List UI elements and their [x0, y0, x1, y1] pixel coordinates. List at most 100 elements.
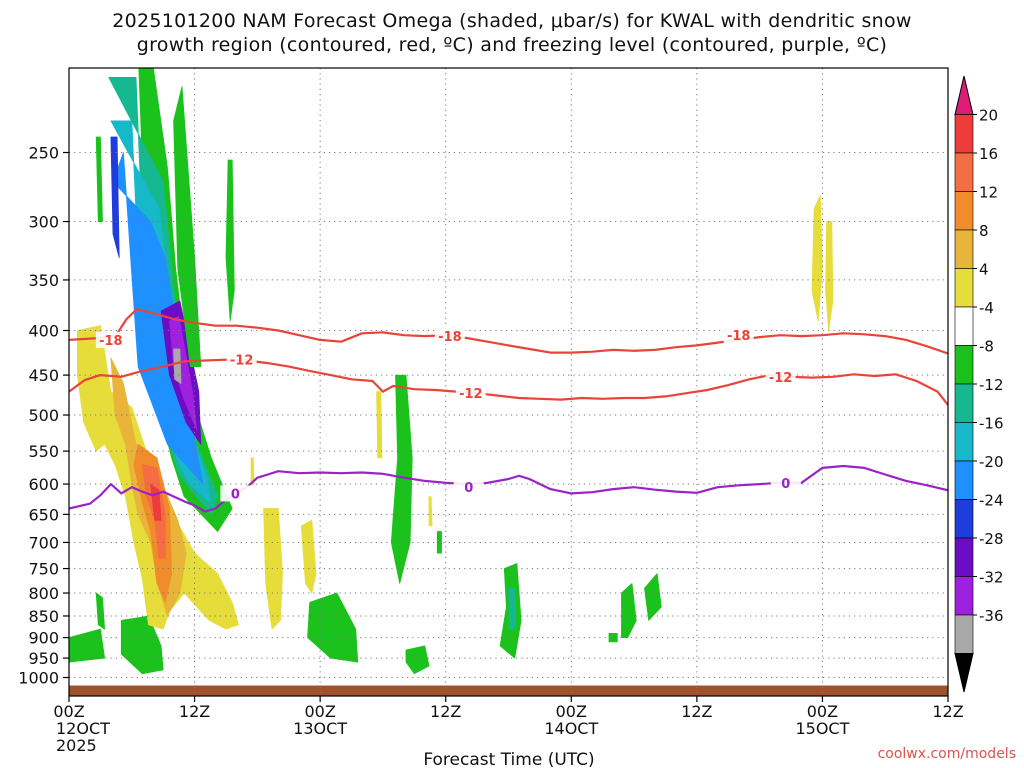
y-tick-label: 950	[28, 649, 59, 668]
omega-shaded-area	[428, 496, 433, 527]
contour-line	[69, 308, 948, 355]
x-tick-label: 12OCT	[56, 719, 110, 738]
colorbar-bin	[954, 460, 974, 500]
y-tick-label: 750	[28, 560, 59, 579]
colorbar-label: -36	[979, 607, 1004, 625]
x-tick-label: 12Z	[932, 702, 963, 721]
omega-shaded-area	[300, 519, 317, 594]
omega-shaded-area	[307, 592, 359, 663]
x-tick-label: 13OCT	[293, 719, 347, 738]
y-tick-label: 900	[28, 629, 59, 648]
chart-title-line-1: 2025101200 NAM Forecast Omega (shaded, μ…	[112, 10, 912, 32]
colorbar-label: -28	[979, 530, 1004, 548]
omega-shaded-area	[644, 573, 662, 621]
contour-label-background	[220, 485, 251, 502]
omega-shaded-area	[405, 645, 430, 675]
colorbar-bin	[954, 345, 974, 385]
omega-shaded-area	[95, 136, 103, 223]
colorbar-label: 8	[979, 222, 989, 240]
omega-shaded-area	[110, 136, 120, 259]
contour-label-background	[770, 474, 801, 491]
colorbar-bin	[954, 191, 974, 231]
colorbar-label: -16	[979, 415, 1004, 433]
colorbar-bin	[954, 499, 974, 539]
x-tick-label: 14OCT	[544, 719, 598, 738]
omega-shaded-area	[173, 86, 202, 368]
contour-label-background	[765, 368, 796, 385]
omega-shaded-area	[811, 194, 823, 322]
x-tick-label: 00Z	[304, 702, 335, 721]
contour-label: -12	[230, 354, 254, 369]
colorbar: 20 16 12 8 4 -4 -8 -12 -16 -20 -24 -28 -32 -36	[954, 75, 1004, 693]
colorbar-label: -4	[979, 299, 994, 317]
colorbar-label: 4	[979, 261, 989, 279]
colorbar-label: -24	[979, 492, 1004, 510]
colorbar-bin	[954, 383, 974, 423]
y-tick-label: 550	[28, 442, 59, 461]
y-tick-label: 250	[28, 144, 59, 163]
contour-layer: -18 -18 -18 -12 -12 -12 0 0 0	[69, 308, 948, 513]
x-axis-label: Forecast Time (UTC)	[423, 750, 594, 768]
y-tick-label: 650	[28, 505, 59, 524]
plot-frame	[68, 67, 949, 697]
colorbar-bin	[954, 576, 974, 616]
contour-label: 0	[781, 477, 790, 492]
x-tick-label: 2025	[56, 736, 97, 755]
omega-shaded-area	[376, 391, 383, 459]
colorbar-bin	[954, 422, 974, 462]
omega-shaded-area	[436, 531, 442, 554]
omega-shaded-area	[173, 348, 182, 384]
colorbar-bin	[954, 229, 974, 269]
terrain-layer	[69, 685, 948, 696]
colorbar-arrow-bottom	[954, 653, 974, 693]
y-tick-label: 500	[28, 406, 59, 425]
y-tick-label: 700	[28, 533, 59, 552]
x-tick-label: 00Z	[556, 702, 587, 721]
colorbar-label: -8	[979, 338, 994, 356]
colorbar-arrow-top	[954, 75, 974, 115]
contour-label-background	[434, 328, 465, 345]
contour-label: -12	[769, 371, 793, 386]
colorbar-bin	[954, 537, 974, 577]
omega-shaded-area	[508, 587, 517, 630]
colorbar-label: 12	[979, 184, 998, 202]
contour-label-background	[95, 331, 126, 348]
x-tick-label: 12Z	[430, 702, 461, 721]
omega-shaded-area	[225, 159, 235, 322]
x-tick-label: 00Z	[53, 702, 84, 721]
colorbar-bin	[954, 152, 974, 192]
omega-shaded-area	[133, 443, 173, 603]
contour-line	[69, 464, 948, 513]
omega-shaded-area	[825, 221, 834, 331]
y-tick-label: 350	[28, 271, 59, 290]
omega-shaded-area	[95, 592, 105, 630]
contour-label-background	[453, 479, 484, 496]
x-tick-label: 00Z	[807, 702, 838, 721]
omega-shaded-area	[263, 508, 283, 630]
colorbar-bin	[954, 268, 974, 308]
x-tick-label: 12Z	[179, 702, 210, 721]
terrain-band	[69, 685, 948, 696]
colorbar-label: 16	[979, 145, 998, 163]
y-axis: 250 300 350 400 450 500 550 600 650 700 750 800 850 9…	[18, 144, 69, 688]
y-tick-label: 300	[28, 213, 59, 232]
colorbar-label: -20	[979, 453, 1004, 471]
y-tick-label: 600	[28, 475, 59, 494]
colorbar-label: -12	[979, 376, 1004, 394]
contour-label: 0	[464, 481, 473, 496]
contour-label: -18	[438, 330, 462, 345]
colorbar-bin	[954, 614, 974, 654]
omega-shading-layer	[69, 68, 834, 675]
contour-label: 0	[231, 487, 240, 502]
omega-shaded-area	[621, 583, 637, 638]
colorbar-bin	[954, 114, 974, 154]
contour-label: -18	[727, 329, 751, 344]
y-tick-label: 800	[28, 584, 59, 603]
omega-shaded-area	[250, 457, 255, 485]
y-tick-label: 1000	[18, 669, 59, 688]
contour-label: -12	[459, 387, 483, 402]
colorbar-bin	[954, 306, 974, 346]
x-tick-label: 12Z	[681, 702, 712, 721]
